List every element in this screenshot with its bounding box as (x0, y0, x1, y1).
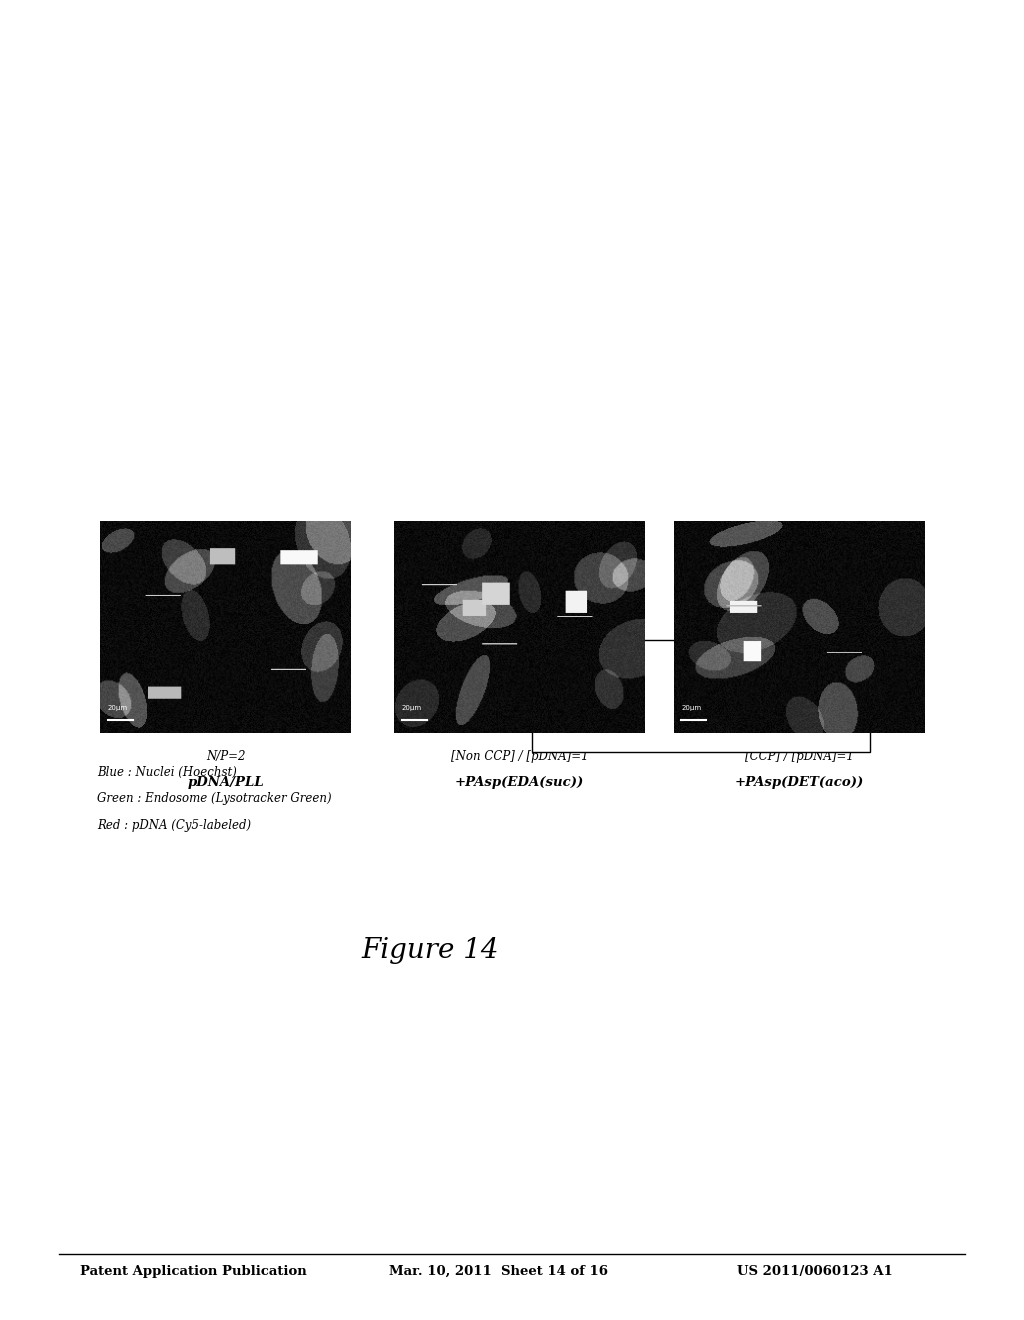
Text: 20μm: 20μm (681, 705, 701, 711)
Text: Patent Application Publication: Patent Application Publication (80, 1265, 306, 1278)
Text: Blue : Nuclei (Hoechst): Blue : Nuclei (Hoechst) (97, 766, 238, 779)
Text: pDNA/PLL: pDNA/PLL (187, 776, 264, 789)
Text: Mar. 10, 2011  Sheet 14 of 16: Mar. 10, 2011 Sheet 14 of 16 (389, 1265, 608, 1278)
Text: N/P=2: N/P=2 (206, 750, 246, 763)
Text: 20μm: 20μm (108, 705, 128, 711)
Text: 20μm: 20μm (401, 705, 422, 711)
Text: Figure 14: Figure 14 (361, 937, 499, 964)
Text: +PAsp(DET(aco)): +PAsp(DET(aco)) (734, 776, 864, 789)
Text: US 2011/0060123 A1: US 2011/0060123 A1 (737, 1265, 893, 1278)
Text: Green : Endosome (Lysotracker Green): Green : Endosome (Lysotracker Green) (97, 792, 332, 805)
Text: Red : pDNA (Cy5-labeled): Red : pDNA (Cy5-labeled) (97, 818, 252, 832)
Text: +PAsp(EDA(suc)): +PAsp(EDA(suc)) (455, 776, 585, 789)
Text: Escaped pDNA: Escaped pDNA (612, 664, 708, 677)
FancyBboxPatch shape (532, 640, 870, 752)
Text: [Non CCP] / [pDNA]=1: [Non CCP] / [pDNA]=1 (451, 750, 589, 763)
Text: [CCP] / [pDNA]=1: [CCP] / [pDNA]=1 (744, 750, 854, 763)
Text: Trapped pDNA: Trapped pDNA (612, 715, 708, 729)
